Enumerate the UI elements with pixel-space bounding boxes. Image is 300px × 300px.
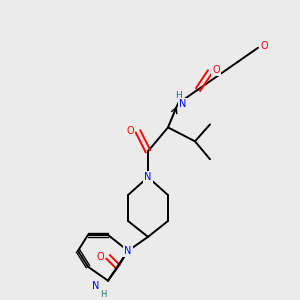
Text: H: H [100, 290, 106, 299]
Text: N: N [179, 98, 187, 109]
Text: O: O [212, 65, 220, 75]
Text: N: N [92, 280, 100, 291]
Text: N: N [144, 172, 152, 182]
Text: O: O [96, 252, 104, 262]
Text: O: O [126, 126, 134, 136]
Text: N: N [124, 246, 132, 256]
Text: O: O [260, 41, 268, 51]
Text: H: H [175, 91, 182, 100]
